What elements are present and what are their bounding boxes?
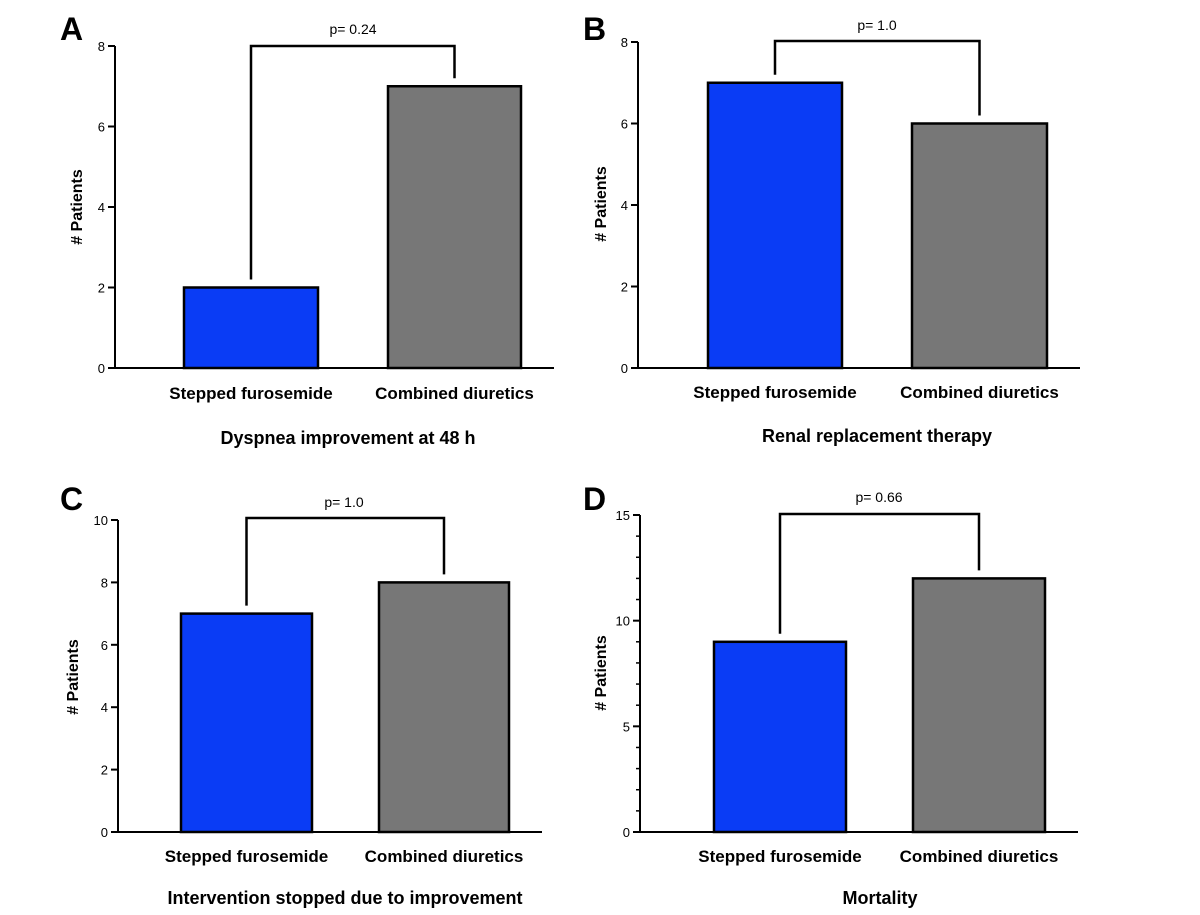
chart-title: Intervention stopped due to improvement (167, 888, 522, 908)
chart-panel-a: A # Patients Dyspnea improvement at 48 h… (60, 11, 554, 448)
y-tick-label: 15 (616, 508, 630, 523)
x-category-label: Stepped furosemide (693, 383, 856, 402)
significance-bracket (245, 516, 446, 606)
y-tick-label: 8 (621, 35, 628, 50)
y-tick-label: 2 (98, 281, 105, 296)
chart-panel-b: B # Patients Renal replacement therapy p… (583, 11, 1080, 446)
x-category-label: Combined diuretics (900, 383, 1059, 402)
chart-panel-d: D # Patients Mortality p= 0.66 0 5 10 15 Ste… (583, 481, 1078, 908)
panel-letter-c: C (60, 481, 83, 517)
significance-bracket (778, 512, 981, 634)
y-axis-label: # Patients (69, 169, 86, 245)
significance-bracket (773, 39, 981, 116)
y-tick-label: 6 (621, 117, 628, 132)
y-tick-label: 0 (623, 825, 630, 840)
y-tick-label: 0 (101, 825, 108, 840)
chart-marks: 0 2 4 6 8 Stepped furosemide Combined diuretic… (621, 35, 1080, 402)
chart-panel-c: C # Patients Intervention stopped due to… (60, 481, 542, 908)
y-tick-label: 5 (623, 719, 630, 734)
y-tick-label: 8 (98, 39, 105, 54)
p-value-label: p= 0.66 (855, 489, 902, 505)
bar-stepped (712, 640, 848, 834)
bar-stepped (179, 612, 314, 834)
p-value-label: p= 1.0 (857, 17, 897, 33)
panel-letter-b: B (583, 11, 606, 47)
y-axis-label: # Patients (65, 639, 82, 715)
y-axis-label: # Patients (593, 166, 610, 242)
y-tick-label: 0 (621, 361, 628, 376)
y-tick-label: 4 (101, 700, 108, 715)
y-tick-label: 0 (98, 361, 105, 376)
y-tick-label: 8 (101, 575, 108, 590)
x-category-label: Stepped furosemide (698, 847, 861, 866)
x-category-label: Combined diuretics (900, 847, 1059, 866)
chart-title: Mortality (842, 888, 917, 908)
y-tick-label: 4 (621, 198, 628, 213)
bar-combined (911, 577, 1047, 834)
bar-stepped (182, 286, 320, 370)
y-tick-label: 2 (101, 763, 108, 778)
panel-letter-d: D (583, 481, 606, 517)
x-category-label: Stepped furosemide (169, 384, 332, 403)
chart-marks: 0 5 10 15 Stepped furosemide Combined diureti… (616, 508, 1078, 866)
bar-combined (377, 581, 511, 834)
chart-marks: 0 2 4 6 8 10 Stepped furosemide Combined diuret… (94, 513, 542, 866)
x-category-label: Combined diuretics (365, 847, 524, 866)
y-tick-label: 6 (98, 120, 105, 135)
y-axis-label: # Patients (593, 635, 610, 711)
bar-combined (910, 122, 1049, 370)
y-tick-label: 2 (621, 280, 628, 295)
chart-title: Dyspnea improvement at 48 h (220, 428, 475, 448)
y-tick-label: 4 (98, 200, 105, 215)
p-value-label: p= 1.0 (324, 494, 364, 510)
x-category-label: Stepped furosemide (165, 847, 328, 866)
panel-letter-a: A (60, 11, 83, 47)
p-value-label: p= 0.24 (329, 21, 376, 37)
chart-marks: 0 2 4 6 8 Stepped furosemide Combined diuretic… (98, 39, 554, 403)
bar-combined (386, 85, 523, 370)
y-tick-label: 10 (616, 614, 630, 629)
bar-stepped (706, 81, 844, 370)
significance-bracket (249, 44, 456, 280)
y-tick-label: 10 (94, 513, 108, 528)
x-category-label: Combined diuretics (375, 384, 534, 403)
chart-title: Renal replacement therapy (762, 426, 992, 446)
y-tick-label: 6 (101, 638, 108, 653)
